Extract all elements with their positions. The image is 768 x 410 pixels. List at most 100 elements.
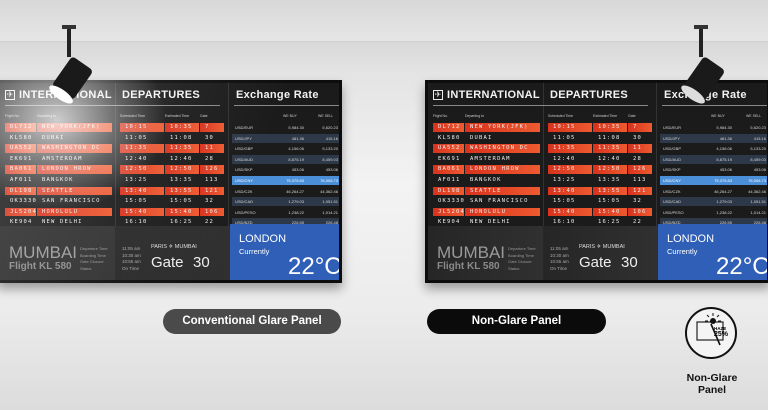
estimated-time: 15:40 xyxy=(165,207,199,217)
col-buy: WE BUY xyxy=(711,114,725,118)
gate: 32 xyxy=(633,198,643,205)
flight-row: DL198 SEATTLE 13:40 13:55 121 xyxy=(428,186,656,196)
rate-row: USD/SKP 453.06 453.06 xyxy=(660,165,767,174)
estimated-time: 13:35 xyxy=(598,177,621,183)
sell-rate: 5,133.20 xyxy=(322,146,338,152)
flight-info-panel: MUMBAI Flight KL 580 Departure Time Boardin… xyxy=(0,226,115,280)
weather-subtitle: Currently xyxy=(667,247,698,256)
estimated-time: 12:40 xyxy=(598,155,621,162)
currency-pair: USD/SKP xyxy=(663,167,681,173)
sell-rate: 226.48 xyxy=(753,220,766,226)
non-glare-panel-button[interactable]: Non-Glare Panel xyxy=(427,309,606,334)
info-label: Departure Time xyxy=(508,246,536,251)
plane-icon: ✈ xyxy=(5,90,15,100)
scheduled-time: 11:35 xyxy=(120,144,164,153)
rate-row: USD/CAD 1,279.03 1,051.51 xyxy=(232,197,339,207)
flight-row: EK691 AMSTERDAM 12:40 12:40 28 xyxy=(428,155,656,164)
estimated-time: 11:08 xyxy=(598,134,621,141)
gate: 28 xyxy=(205,155,215,162)
flight-row: OK3330 SAN FRANCISCO 15:05 15:05 32 xyxy=(0,197,228,206)
estimated-time: 11:08 xyxy=(170,134,193,141)
info-label: Status xyxy=(508,265,520,271)
info-label: Gate Closure xyxy=(80,259,104,264)
scheduled-time: 13:25 xyxy=(125,177,148,183)
currency-pair: USD/AUD xyxy=(663,156,682,162)
scheduled-time: 15:40 xyxy=(548,207,592,217)
badge-label-line1: Non-Glare xyxy=(686,372,738,384)
haze-percent: 25% xyxy=(714,331,729,338)
gate: 11 xyxy=(628,144,652,153)
destination: LONDON HROW xyxy=(465,165,540,174)
currency-pair: USD/CNY xyxy=(663,178,682,183)
buy-rate: 481.36 xyxy=(291,135,304,141)
info-label: Gate Closure xyxy=(508,259,532,264)
weather-subtitle: Currently xyxy=(239,247,270,256)
sell-rate: 5,620.23 xyxy=(750,125,766,130)
scheduled-time: 11:35 xyxy=(548,144,592,153)
conventional-glare-panel-button[interactable]: Conventional Glare Panel xyxy=(163,309,341,334)
weather-panel: LONDON Currently 22°C xyxy=(230,224,339,280)
gate-number: 30 xyxy=(621,254,638,271)
sell-rate: 453.06 xyxy=(325,167,338,173)
currency-pair: USD/BZD xyxy=(663,220,681,226)
estimated-time: 11:35 xyxy=(165,144,199,153)
route-to: MUMBAI xyxy=(174,244,197,250)
flight-row: JL5204 HONOLULU 15:40 15:40 106 xyxy=(428,207,656,217)
flight-no: OK3330 xyxy=(10,198,38,205)
buy-rate: 1,238.22 xyxy=(288,209,304,215)
currency-pair: USD/CZK xyxy=(663,188,681,194)
flight-row: DL712 NEW YORK(JFK) 10:15 10:35 7 xyxy=(428,123,656,132)
scheduled-time: 12:50 xyxy=(120,165,164,174)
scheduled-time: 15:05 xyxy=(125,198,148,205)
scheduled-time: 13:25 xyxy=(553,177,576,183)
rate-row: USD/JPY 481.36 415.16 xyxy=(232,133,339,143)
flight-row: KL580 DUBAI 11:05 11:08 30 xyxy=(428,134,656,143)
destination: NEW YORK(JFK) xyxy=(465,123,540,132)
gate: 7 xyxy=(200,123,224,132)
buy-rate: 481.36 xyxy=(719,135,732,141)
destination: SEATTLE xyxy=(465,186,540,196)
currency-pair: USD/AUD xyxy=(235,156,254,162)
col-sell: WE SELL xyxy=(746,114,762,118)
estimated-time: 12:50 xyxy=(593,165,627,174)
flight-label: Flight KL 580 xyxy=(9,261,72,272)
sell-rate: 1,051.51 xyxy=(322,199,338,205)
rate-row: USD/GBP 4,156.06 5,133.20 xyxy=(232,144,339,153)
info-label: Status xyxy=(80,265,92,271)
currency-pair: USD/JPY xyxy=(235,135,252,141)
col-gate: Gate xyxy=(628,114,636,118)
scheduled-time: 12:40 xyxy=(553,155,576,162)
buy-rate: 75,375.83 xyxy=(714,178,732,183)
flight-row: JL5204 HONOLULU 15:40 15:40 106 xyxy=(0,207,228,217)
info-label: Boarding Time xyxy=(80,252,106,258)
flight-no: UA552 xyxy=(5,144,36,153)
scheduled-time: 12:50 xyxy=(548,165,592,174)
buy-rate: 46,264.27 xyxy=(714,188,732,194)
destination: NEW DELHI xyxy=(470,219,511,226)
gate-info-panel: 11:05 am 10:30 am 10:55 am On Time PARIS ✈ M… xyxy=(543,226,658,280)
rate-row: USD/CZK 46,264.27 44,362.46 xyxy=(232,187,339,196)
scheduled-time: 11:05 xyxy=(553,134,576,141)
estimated-time: 10:35 xyxy=(593,123,627,132)
destination: SAN FRANCISCO xyxy=(42,198,101,205)
col-flight: Flight No. xyxy=(433,114,448,118)
departures-title: DEPARTURES xyxy=(550,89,628,101)
gate: 113 xyxy=(205,177,219,183)
departures-title: DEPARTURES xyxy=(122,89,200,101)
rate-row: USD/CZK 46,264.27 44,362.46 xyxy=(660,187,767,196)
flight-row: KL580 DUBAI 11:05 11:08 30 xyxy=(0,134,228,143)
gate: 30 xyxy=(205,134,215,141)
currency-pair: USD/JPY xyxy=(663,135,680,141)
info-label: Departure Time xyxy=(80,246,108,251)
info-value: On Time xyxy=(122,265,140,271)
estimated-time: 12:50 xyxy=(165,165,199,174)
destination: HONOLULU xyxy=(37,207,112,217)
gate: 30 xyxy=(633,134,643,141)
destination: DUBAI xyxy=(42,134,65,141)
weather-city: LONDON xyxy=(667,233,715,245)
plane-icon: ✈ xyxy=(168,244,174,250)
scheduled-time: 11:05 xyxy=(125,134,148,141)
temperature: 22°C xyxy=(716,253,768,280)
flight-no: OK3330 xyxy=(438,198,466,205)
flight-no: KL580 xyxy=(438,134,461,141)
